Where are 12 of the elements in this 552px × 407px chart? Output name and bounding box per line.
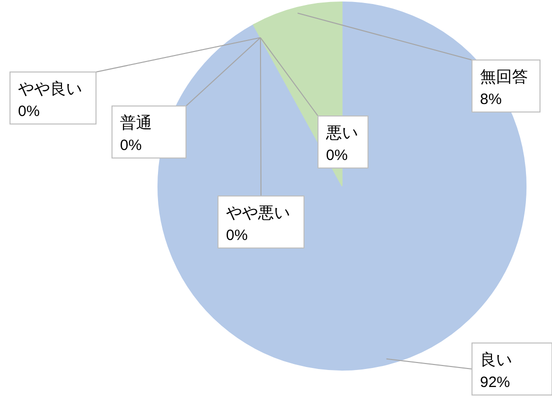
text: 0% xyxy=(18,103,40,120)
slice-label: 無回答 xyxy=(480,67,528,86)
text: 0% xyxy=(226,227,248,244)
category-label: 普通 xyxy=(120,113,152,132)
data-label: 8% xyxy=(480,91,502,108)
category-label: やや良い xyxy=(18,79,82,98)
category-label: 悪い xyxy=(326,123,358,142)
category-label: やや悪い xyxy=(226,203,290,222)
slice-label: 良い xyxy=(480,350,512,369)
text: 0% xyxy=(326,147,348,164)
data-label: 92% xyxy=(480,374,510,391)
text: 0% xyxy=(120,137,142,154)
